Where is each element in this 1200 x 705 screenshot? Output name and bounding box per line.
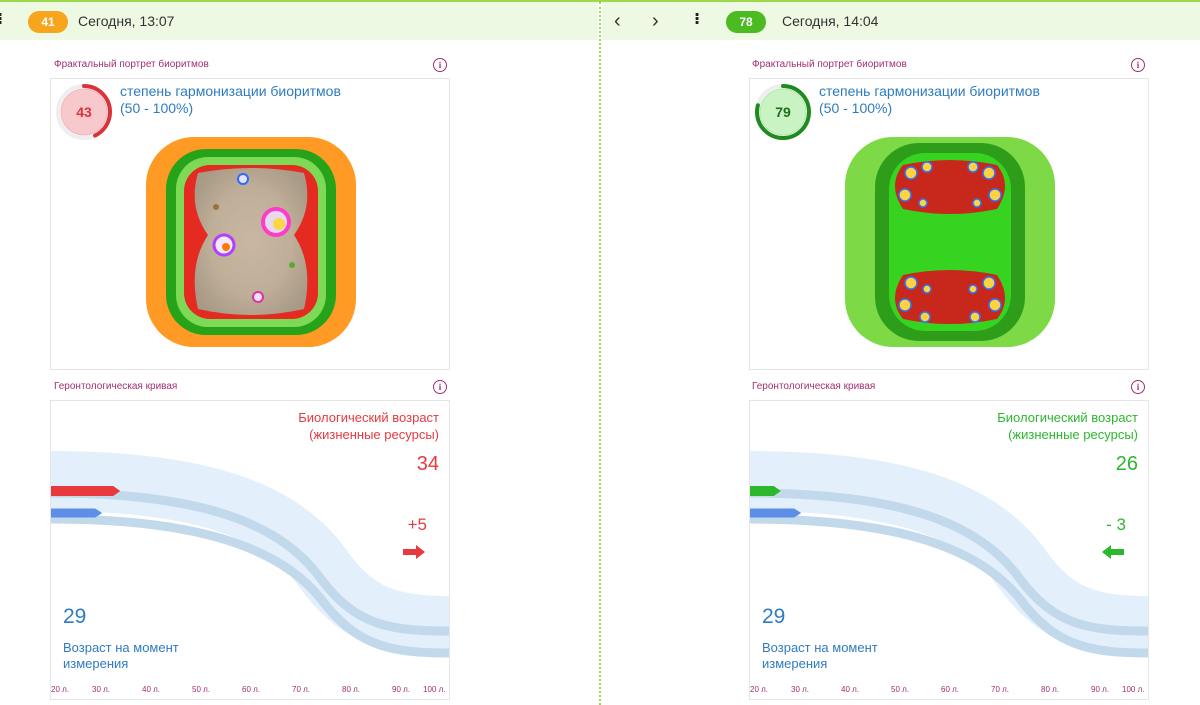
harmonization-range: (50 - 100%) <box>120 100 194 116</box>
biological-age-marker <box>51 486 121 496</box>
axis-tick: 30 л. <box>92 685 111 694</box>
harmonization-range: (50 - 100%) <box>819 100 893 116</box>
gauge-progress-arc <box>755 84 811 140</box>
axis-tick: 80 л. <box>342 685 361 694</box>
axis-tick: 40 л. <box>142 685 161 694</box>
axis-tick: 30 л. <box>791 685 810 694</box>
gauge-value: 79 <box>775 104 791 120</box>
measurement-age-marker <box>51 508 103 518</box>
harmonization-gauge <box>755 84 811 140</box>
gerontological-curve-panel: Биологический возраст (жизненные ресурсы… <box>50 400 450 700</box>
record-column-1: ⁝ 41 Сегодня, 13:07 Фрактальный портрет … <box>0 2 598 705</box>
curve-section-title: Геронтологическая кривая <box>752 381 876 392</box>
harmonization-caption: степень гармонизации биоритмов (50 - 100… <box>819 83 1040 117</box>
harmonization-caption: степень гармонизации биоритмов (50 - 100… <box>120 83 341 117</box>
trend-arrow-left-icon <box>1102 545 1124 559</box>
record-header: ⁝ 41 Сегодня, 13:07 <box>0 2 598 40</box>
axis-tick: 50 л. <box>192 685 211 694</box>
fractal-section-title: Фрактальный портрет биоритмов <box>54 59 209 70</box>
measurement-age-label-line2: измерения <box>63 656 129 671</box>
bio-age-title-line1: Биологический возраст <box>997 410 1138 425</box>
fractal-section-title: Фрактальный портрет биоритмов <box>752 59 907 70</box>
age-axis: 20 л. 30 л. 40 л. 50 л. 60 л. 70 л. 80 л… <box>51 683 449 697</box>
score-badge: 41 <box>28 11 68 33</box>
axis-tick: 60 л. <box>941 685 960 694</box>
more-menu-icon[interactable]: ⁝ <box>0 12 3 28</box>
axis-tick: 20 л. <box>750 685 769 694</box>
curve-info-icon[interactable]: i <box>433 380 447 394</box>
bio-age-title: Биологический возраст (жизненные ресурсы… <box>997 409 1138 443</box>
record-header: ‹ › ⁝ 78 Сегодня, 14:04 <box>602 2 1200 40</box>
axis-tick: 20 л. <box>51 685 70 694</box>
curve-info-icon[interactable]: i <box>1131 380 1145 394</box>
axis-tick: 100 л. <box>423 685 446 694</box>
age-axis: 20 л. 30 л. 40 л. 50 л. 60 л. 70 л. 80 л… <box>750 683 1148 697</box>
bio-age-delta: +5 <box>407 515 427 534</box>
gerontological-curve-panel: Биологический возраст (жизненные ресурсы… <box>749 400 1149 700</box>
measurement-date: Сегодня, 14:04 <box>782 13 879 29</box>
fractal-info-icon[interactable]: i <box>433 58 447 72</box>
record-column-2: ‹ › ⁝ 78 Сегодня, 14:04 Фрактальный порт… <box>602 2 1200 705</box>
fractal-panel: 43 степень гармонизации биоритмов (50 - … <box>50 78 450 370</box>
score-badge: 78 <box>726 11 766 33</box>
measurement-age-label-line1: Возраст на момент <box>762 640 878 655</box>
more-menu-icon[interactable]: ⁝ <box>694 11 701 28</box>
top-accent-line <box>0 0 1200 2</box>
axis-tick: 80 л. <box>1041 685 1060 694</box>
bio-age-delta: - 3 <box>1106 515 1126 534</box>
gerontological-curve-chart <box>750 451 1148 658</box>
measurement-age-label: Возраст на момент измерения <box>63 640 179 672</box>
fractal-portrait-image <box>146 137 356 347</box>
axis-tick: 50 л. <box>891 685 910 694</box>
fractal-panel: 79 степень гармонизации биоритмов (50 - … <box>749 78 1149 370</box>
next-record-button[interactable]: › <box>652 10 659 32</box>
column-divider <box>599 2 601 705</box>
measurement-date: Сегодня, 13:07 <box>78 13 175 29</box>
gauge-progress-arc <box>56 84 112 140</box>
bio-age-title: Биологический возраст (жизненные ресурсы… <box>298 409 439 443</box>
harmonization-gauge <box>56 84 112 140</box>
curve-section-title: Геронтологическая кривая <box>54 381 178 392</box>
axis-tick: 90 л. <box>392 685 411 694</box>
bio-age-title-line2: (жизненные ресурсы) <box>309 427 439 442</box>
fractal-portrait-image <box>845 137 1055 347</box>
measurement-age-marker <box>750 508 802 518</box>
gerontological-curve-chart <box>51 451 449 658</box>
measurement-age-label: Возраст на момент измерения <box>762 640 878 672</box>
bio-age-value: 26 <box>1115 453 1138 475</box>
axis-tick: 60 л. <box>242 685 261 694</box>
trend-arrow-right-icon <box>403 545 425 559</box>
axis-tick: 100 л. <box>1122 685 1145 694</box>
measurement-age-label-line1: Возраст на момент <box>63 640 179 655</box>
fractal-info-icon[interactable]: i <box>1131 58 1145 72</box>
axis-tick: 40 л. <box>841 685 860 694</box>
bio-age-title-line2: (жизненные ресурсы) <box>1008 427 1138 442</box>
prev-record-button[interactable]: ‹ <box>614 10 621 32</box>
bio-age-value: 34 <box>416 453 439 475</box>
measurement-age-value: 29 <box>762 605 786 628</box>
measurement-age-label-line2: измерения <box>762 656 828 671</box>
harmonization-label: степень гармонизации биоритмов <box>819 83 1040 99</box>
gauge-value: 43 <box>76 104 92 120</box>
axis-tick: 90 л. <box>1091 685 1110 694</box>
axis-tick: 70 л. <box>292 685 311 694</box>
measurement-age-value: 29 <box>63 605 87 628</box>
bio-age-title-line1: Биологический возраст <box>298 410 439 425</box>
biological-age-marker <box>750 486 781 496</box>
harmonization-label: степень гармонизации биоритмов <box>120 83 341 99</box>
axis-tick: 70 л. <box>991 685 1010 694</box>
